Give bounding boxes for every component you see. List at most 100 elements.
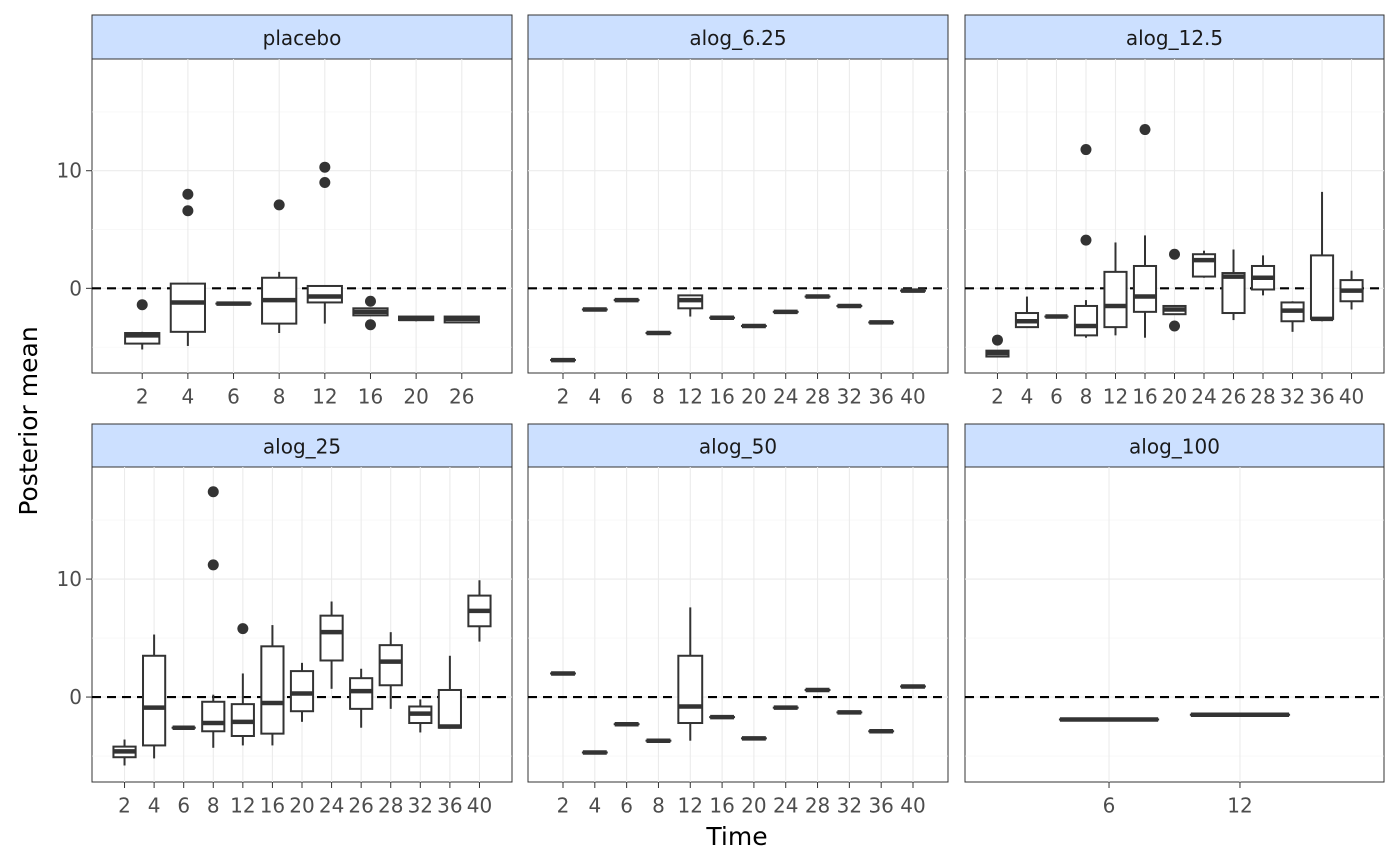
x-tick-label: 32 bbox=[837, 385, 862, 409]
outlier-point bbox=[319, 161, 331, 173]
box-alog-25-t28 bbox=[378, 632, 403, 709]
x-tick-label: 2 bbox=[118, 794, 131, 818]
facet-strip-label: alog_12.5 bbox=[1126, 26, 1223, 50]
facet-strip-label: alog_25 bbox=[263, 435, 341, 459]
box-alog-12-5-t28 bbox=[1250, 255, 1276, 296]
facet-strip bbox=[527, 14, 949, 60]
box-alog-25-t4 bbox=[142, 634, 167, 759]
box-placebo-t16 bbox=[352, 295, 389, 331]
outlier-point bbox=[1080, 234, 1092, 246]
plot-panel bbox=[527, 58, 949, 374]
facet-panel: alog_12.52 4 6 8 12 16 20 24 26 28 32 36 40 bbox=[964, 14, 1385, 409]
facet-panel: alog_100 6 12 bbox=[964, 423, 1385, 818]
x-tick-label: 28 bbox=[1250, 385, 1275, 409]
x-tick-label: 20 bbox=[1162, 385, 1187, 409]
outlier-point bbox=[1169, 248, 1180, 260]
iqr-box bbox=[201, 700, 226, 733]
outlier-point bbox=[182, 188, 194, 200]
facet-strip bbox=[527, 423, 949, 468]
box-alog-12-5-t36 bbox=[1309, 191, 1335, 322]
x-tick-label: 6 bbox=[1103, 794, 1116, 818]
x-tick-label: 16 bbox=[709, 385, 734, 409]
box-alog-12-5-t40 bbox=[1339, 270, 1364, 310]
x-tick-label: 8 bbox=[652, 385, 665, 409]
x-tick-label: 16 bbox=[709, 794, 734, 818]
iqr-box bbox=[319, 614, 344, 662]
x-tick-label: 8 bbox=[652, 794, 665, 818]
x-tick-label: 6 bbox=[1050, 385, 1063, 409]
iqr-box bbox=[1132, 264, 1158, 313]
facet-strip-label: alog_50 bbox=[699, 435, 777, 459]
box-alog-25-t16 bbox=[260, 625, 285, 746]
x-tick-label: 12 bbox=[678, 794, 703, 818]
facet-strip-label: alog_100 bbox=[1129, 435, 1220, 459]
outlier-point bbox=[207, 486, 219, 498]
iqr-box bbox=[124, 332, 161, 345]
box-alog-25-t8 bbox=[201, 486, 226, 748]
x-tick-label: 6 bbox=[620, 385, 633, 409]
x-tick-label: 28 bbox=[805, 794, 830, 818]
x-tick-label: 8 bbox=[1080, 385, 1093, 409]
x-tick-label: 12 bbox=[1227, 794, 1252, 818]
box-placebo-t12 bbox=[306, 161, 343, 324]
plot-panel bbox=[91, 58, 513, 374]
x-tick-label: 40 bbox=[900, 794, 925, 818]
iqr-box bbox=[289, 670, 315, 713]
x-tick-label: 12 bbox=[678, 385, 703, 409]
x-tick-label: 26 bbox=[449, 385, 474, 409]
outlier-point bbox=[991, 334, 1003, 346]
box-placebo-t2 bbox=[124, 299, 161, 350]
x-tick-label: 24 bbox=[319, 794, 344, 818]
outlier-point bbox=[1080, 144, 1092, 156]
facet-panel: alog_502 4 6 8 12 16 20 24 28 32 36 40 bbox=[527, 423, 949, 818]
outlier-point bbox=[237, 623, 249, 635]
x-tick-label: 36 bbox=[437, 794, 462, 818]
outlier-point bbox=[207, 559, 219, 571]
iqr-box bbox=[1191, 253, 1217, 278]
box-alog-25-t12 bbox=[230, 623, 255, 746]
iqr-box bbox=[677, 654, 704, 725]
x-tick-label: 4 bbox=[588, 794, 601, 818]
outlier-point bbox=[319, 176, 331, 188]
x-tick-label: 20 bbox=[741, 794, 766, 818]
iqr-box bbox=[378, 644, 403, 687]
x-tick-label: 4 bbox=[148, 794, 161, 818]
box-alog-12-5-t4 bbox=[1014, 296, 1040, 329]
x-tick-label: 2 bbox=[557, 794, 570, 818]
x-tick-label: 26 bbox=[348, 794, 373, 818]
iqr-box bbox=[142, 654, 167, 747]
box-alog-25-t24 bbox=[319, 601, 344, 689]
iqr-box bbox=[349, 677, 374, 710]
outlier-point bbox=[364, 295, 376, 307]
box-alog-25-t20 bbox=[289, 662, 315, 722]
iqr-box bbox=[260, 645, 285, 735]
x-tick-label: 20 bbox=[403, 385, 428, 409]
box-alog-12-5-t16 bbox=[1132, 124, 1158, 338]
facet-strip-label: placebo bbox=[263, 26, 342, 50]
x-tick-label: 16 bbox=[358, 385, 383, 409]
x-tick-label: 24 bbox=[773, 794, 798, 818]
x-tick-label: 12 bbox=[1103, 385, 1128, 409]
x-tick-label: 36 bbox=[868, 794, 893, 818]
facet-strip bbox=[91, 14, 513, 60]
outlier-point bbox=[364, 319, 376, 331]
x-tick-label: 24 bbox=[773, 385, 798, 409]
box-alog-12-5-t12 bbox=[1103, 242, 1128, 336]
x-tick-label: 20 bbox=[289, 794, 314, 818]
box-alog-12-5-t32 bbox=[1280, 301, 1305, 332]
box-alog-25-t26 bbox=[349, 668, 374, 728]
facet-strip bbox=[91, 423, 513, 468]
y-axis-title: Posterior mean bbox=[14, 326, 43, 515]
iqr-box bbox=[1103, 270, 1128, 329]
x-tick-label: 4 bbox=[182, 385, 195, 409]
box-alog-12-5-t8 bbox=[1073, 144, 1099, 338]
y-tick-label: 0 bbox=[69, 276, 82, 300]
box-alog-50-t12 bbox=[677, 607, 704, 741]
outlier-point bbox=[1169, 320, 1180, 332]
x-tick-label: 2 bbox=[557, 385, 570, 409]
outlier-point bbox=[273, 199, 285, 211]
facet-strip bbox=[964, 14, 1385, 60]
